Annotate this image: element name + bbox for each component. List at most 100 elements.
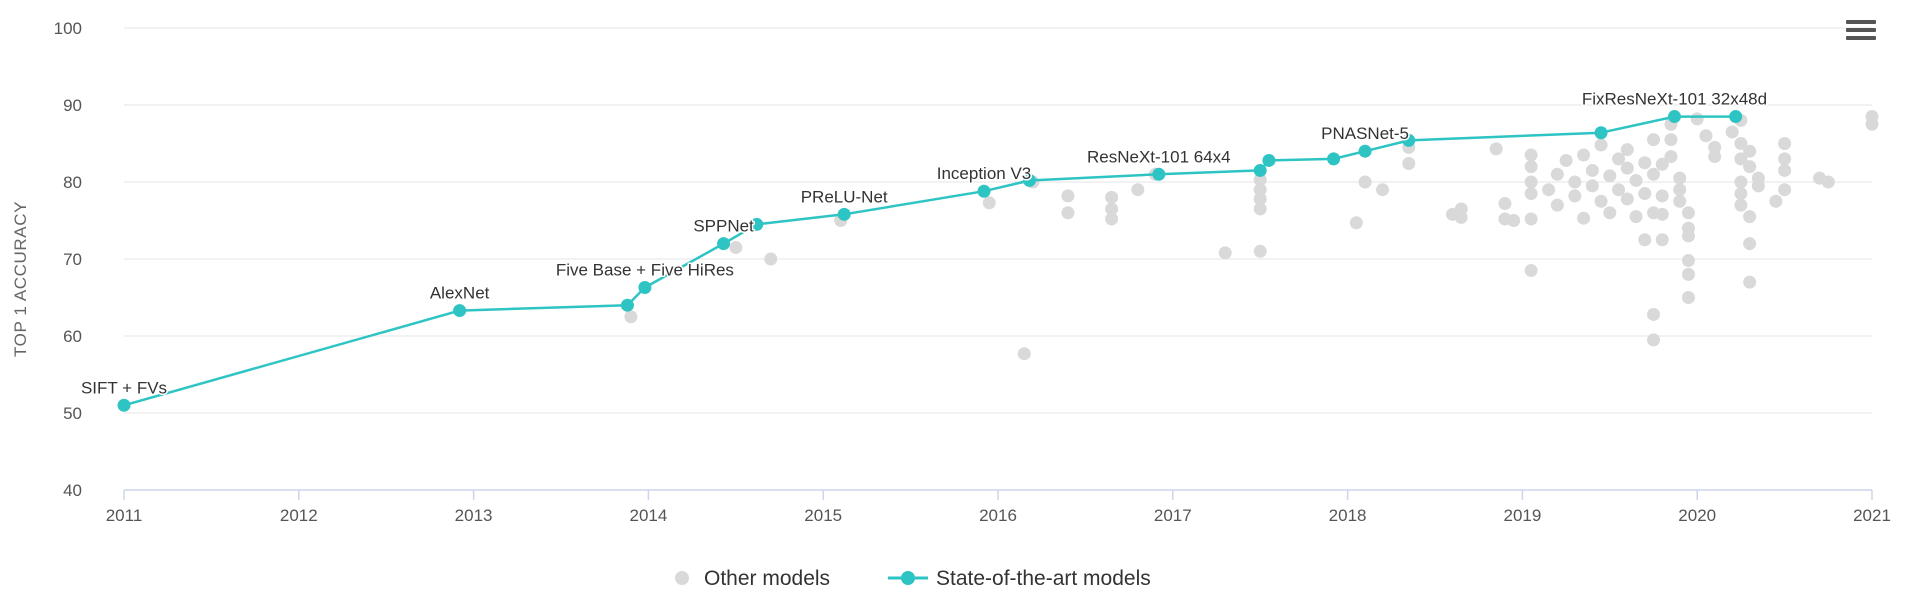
other-model-point[interactable] [1376, 183, 1390, 197]
other-model-point[interactable] [1699, 129, 1713, 143]
other-model-point[interactable] [1638, 156, 1652, 170]
other-model-point[interactable] [1734, 198, 1748, 212]
other-model-point[interactable] [764, 252, 778, 266]
other-model-point[interactable] [1655, 233, 1669, 247]
other-model-point[interactable] [1603, 169, 1617, 183]
other-model-point[interactable] [1743, 144, 1757, 158]
other-model-point[interactable] [1655, 207, 1669, 221]
other-model-point[interactable] [1647, 307, 1660, 321]
legend-item-other[interactable]: Other models [675, 567, 830, 590]
other-model-point[interactable] [1769, 194, 1783, 208]
other-model-point[interactable] [1507, 214, 1521, 227]
sota-model-point[interactable] [1667, 110, 1681, 124]
other-model-point[interactable] [1638, 187, 1652, 201]
other-model-point[interactable] [1778, 183, 1792, 197]
other-model-point[interactable] [1253, 202, 1267, 216]
sota-model-point[interactable] [1358, 144, 1372, 158]
other-model-point[interactable] [1594, 194, 1608, 208]
other-model-point[interactable] [982, 196, 996, 210]
other-model-point[interactable] [1734, 187, 1748, 201]
other-model-point[interactable] [1568, 175, 1582, 189]
other-model-point[interactable] [1603, 206, 1617, 220]
sota-model-point[interactable] [1022, 173, 1036, 187]
other-model-point[interactable] [1498, 197, 1512, 211]
other-model-point[interactable] [1105, 202, 1119, 216]
other-model-point[interactable] [1743, 237, 1757, 251]
other-model-point[interactable] [1358, 175, 1372, 189]
other-model-point[interactable] [1253, 173, 1267, 187]
other-model-point[interactable] [1673, 183, 1687, 197]
other-model-point[interactable] [1743, 275, 1757, 289]
other-model-point[interactable] [1708, 150, 1722, 164]
other-model-point[interactable] [1524, 187, 1538, 201]
other-model-point[interactable] [1253, 183, 1267, 197]
other-model-point[interactable] [1647, 167, 1660, 181]
other-model-point[interactable] [1131, 183, 1145, 197]
hamburger-menu-icon[interactable] [1846, 20, 1876, 40]
other-model-point[interactable] [1489, 142, 1503, 156]
other-model-point[interactable] [1655, 189, 1669, 203]
other-model-point[interactable] [1865, 117, 1879, 131]
sota-model-point[interactable] [1152, 167, 1166, 181]
other-model-point[interactable] [1017, 347, 1031, 361]
other-model-point[interactable] [1577, 211, 1591, 225]
other-model-point[interactable] [1681, 291, 1695, 304]
sota-model-point[interactable] [620, 298, 634, 312]
other-model-point[interactable] [1402, 157, 1416, 171]
other-model-point[interactable] [1681, 206, 1695, 220]
other-model-point[interactable] [1105, 190, 1119, 204]
other-model-point[interactable] [1638, 233, 1652, 247]
other-model-point[interactable] [1673, 194, 1687, 208]
sota-model-point[interactable] [1327, 152, 1341, 166]
other-model-point[interactable] [1612, 183, 1626, 197]
other-model-point[interactable] [1524, 212, 1538, 226]
other-model-point[interactable] [1708, 140, 1722, 154]
other-model-point[interactable] [1664, 133, 1678, 147]
other-model-point[interactable] [1778, 163, 1792, 177]
legend-item-sota[interactable]: State-of-the-art models [888, 567, 1151, 590]
other-model-point[interactable] [1568, 189, 1582, 203]
other-model-point[interactable] [1647, 333, 1660, 347]
other-model-point[interactable] [1577, 148, 1591, 162]
other-model-point[interactable] [624, 310, 638, 324]
other-model-point[interactable] [1594, 138, 1608, 152]
other-model-point[interactable] [1821, 175, 1835, 189]
chart-menu-button[interactable] [1840, 14, 1880, 48]
other-model-point[interactable] [1620, 192, 1634, 206]
sota-model-point[interactable] [1253, 163, 1267, 177]
other-model-point[interactable] [1253, 244, 1267, 258]
other-model-point[interactable] [1673, 171, 1687, 185]
other-model-point[interactable] [1454, 210, 1468, 224]
other-model-point[interactable] [1681, 254, 1695, 268]
other-model-point[interactable] [1734, 137, 1748, 150]
sota-model-point[interactable] [453, 304, 467, 318]
other-model-point[interactable] [1585, 179, 1599, 193]
sota-model-point[interactable] [1729, 110, 1743, 124]
sota-model-point[interactable] [638, 280, 652, 294]
other-model-point[interactable] [1743, 160, 1757, 174]
other-model-point[interactable] [1681, 229, 1695, 243]
sota-model-point[interactable] [977, 184, 991, 198]
other-model-point[interactable] [1253, 192, 1267, 206]
other-model-point[interactable] [1778, 152, 1792, 166]
sota-model-point[interactable] [837, 207, 851, 221]
other-model-point[interactable] [1734, 175, 1748, 189]
other-model-point[interactable] [1550, 167, 1564, 181]
sota-model-point[interactable] [1594, 126, 1608, 140]
other-model-point[interactable] [1725, 125, 1739, 139]
other-model-point[interactable] [1690, 112, 1704, 126]
other-model-point[interactable] [1751, 179, 1765, 193]
other-model-point[interactable] [1559, 153, 1573, 167]
other-model-point[interactable] [1061, 206, 1075, 220]
other-model-point[interactable] [1655, 157, 1669, 171]
sota-model-point[interactable] [717, 237, 731, 251]
other-model-point[interactable] [1524, 175, 1538, 189]
sota-model-point[interactable] [750, 217, 764, 231]
other-model-point[interactable] [1681, 267, 1695, 281]
other-model-point[interactable] [1664, 150, 1678, 164]
other-model-point[interactable] [1550, 198, 1564, 212]
other-model-point[interactable] [1629, 210, 1643, 224]
other-model-point[interactable] [1105, 212, 1119, 226]
other-model-point[interactable] [729, 240, 743, 254]
other-model-point[interactable] [1620, 161, 1634, 175]
